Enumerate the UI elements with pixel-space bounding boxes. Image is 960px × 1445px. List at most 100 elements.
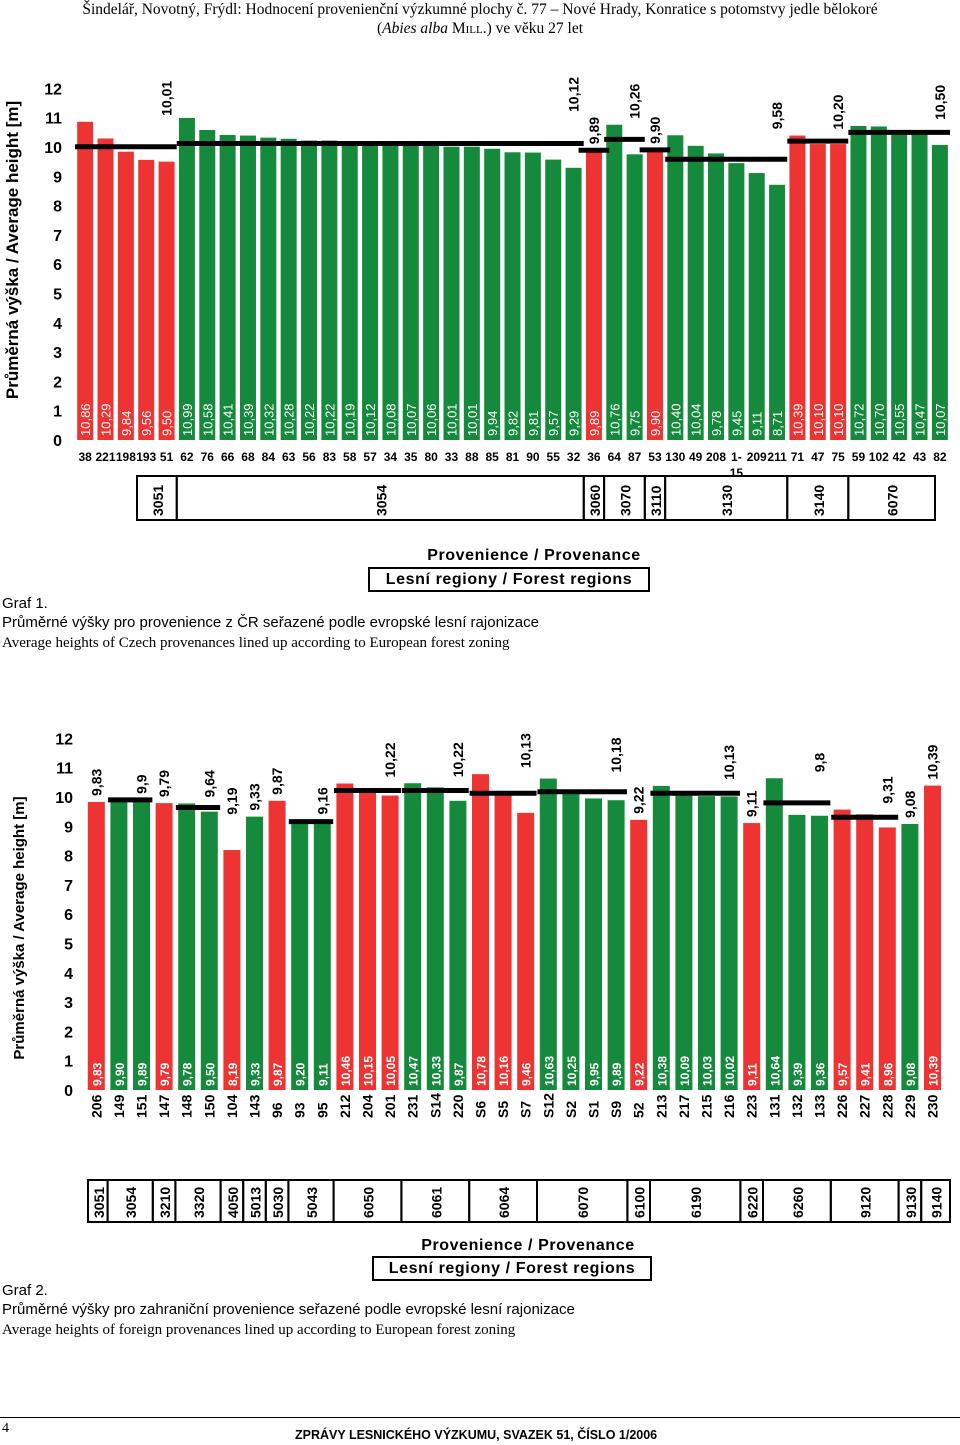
graf2-regions-box: Lesní regiony / Forest regions <box>372 1256 652 1281</box>
bar <box>155 803 173 1090</box>
region-mean-label: 9,83 <box>88 769 104 796</box>
bar <box>789 135 806 440</box>
bar <box>652 785 670 1090</box>
bar <box>708 153 725 441</box>
bar-value-label: 10,10 <box>831 403 846 436</box>
bar-value-label: 10,07 <box>933 403 948 436</box>
bar <box>524 152 541 440</box>
x-category-label: S6 <box>473 1101 489 1118</box>
region-name-label: 6100 <box>632 1187 648 1218</box>
bar-value-label: 9,83 <box>90 1062 104 1086</box>
bar-value-label: 9,78 <box>181 1062 195 1086</box>
bar <box>494 792 512 1090</box>
region-name-label: 9120 <box>858 1187 874 1218</box>
bar-value-label: 9,20 <box>294 1062 308 1086</box>
journal-name: ZPRÁVY LESNICKÉHO VÝZKUMU, SVAZEK 51, ČÍ… <box>295 1428 658 1442</box>
x-category-label: 85 <box>485 450 499 464</box>
region-name-label: 9130 <box>903 1187 919 1218</box>
bar <box>449 800 467 1090</box>
graf1-provenance-title: Provenience / Provenance <box>427 547 641 564</box>
page-header: Šindelář, Novotný, Frýdl: Hodnocení prov… <box>0 0 960 38</box>
bar-value-label: 9,89 <box>587 411 602 436</box>
bar-value-label: 9,87 <box>452 1062 466 1086</box>
bar-value-label: 9,50 <box>160 411 175 436</box>
x-category-label: 193 <box>136 450 156 464</box>
y-tick-label: 10 <box>55 790 73 807</box>
bar-value-label: 10,07 <box>404 403 419 436</box>
x-category-label: 66 <box>221 450 235 464</box>
x-category-label: 87 <box>628 450 642 464</box>
x-category-label: 208 <box>706 450 726 464</box>
region-mean-label: 9,33 <box>247 783 263 810</box>
bar-value-label: 10,28 <box>282 403 297 436</box>
bar-value-label: 10,22 <box>302 403 317 436</box>
x-category-label: 34 <box>384 450 398 464</box>
x-category-label: 53 <box>648 450 662 464</box>
y-tick-label: 2 <box>53 374 62 391</box>
region-name-label: 3051 <box>150 485 166 516</box>
bar <box>117 151 134 441</box>
x-category-label: 143 <box>247 1094 263 1118</box>
x-category-label: 59 <box>852 450 866 464</box>
chart-czech-provenances: Průměrná výška / Average height [m]01234… <box>3 77 951 521</box>
bar-value-label: 10,39 <box>241 403 256 436</box>
bar-value-label: 9,75 <box>628 411 643 436</box>
bar <box>87 801 105 1090</box>
region-mean-label: 10,26 <box>627 83 643 118</box>
x-category-label: 57 <box>363 450 377 464</box>
bar <box>830 144 847 440</box>
region-mean-label: 10,39 <box>925 744 941 779</box>
bar-value-label: 10,10 <box>811 403 826 436</box>
x-category-label: 228 <box>879 1094 895 1118</box>
region-mean-label: 10,18 <box>608 737 624 772</box>
bar-value-label: 9,90 <box>648 411 663 436</box>
bar <box>891 130 908 440</box>
region-mean-label: 9,19 <box>224 787 240 814</box>
bar <box>607 800 625 1090</box>
graf1-caption-en: Average heights of Czech provenances lin… <box>2 635 510 651</box>
x-category-label: 76 <box>201 450 215 464</box>
x-category-label: 220 <box>450 1094 466 1118</box>
bar-value-label: 9,57 <box>836 1062 850 1086</box>
region-mean-label: 9,64 <box>201 770 217 797</box>
region-name-label: 6070 <box>575 1187 591 1218</box>
bar-value-label: 10,25 <box>565 1056 579 1086</box>
region-name-label: 5043 <box>304 1187 320 1218</box>
x-category-label: 75 <box>831 450 845 464</box>
bar <box>565 167 582 441</box>
bar-value-label: 10,46 <box>339 1056 353 1086</box>
bar <box>911 133 928 440</box>
bar-value-label: 10,99 <box>180 403 195 436</box>
bar <box>545 159 562 440</box>
bar <box>743 823 761 1090</box>
region-name-label: 3070 <box>617 485 633 516</box>
region-name-label: 3051 <box>91 1187 107 1218</box>
bar <box>200 811 218 1090</box>
y-tick-label: 1 <box>64 1054 73 1071</box>
region-box-group: 3051 3054 3060 3070 3110 3130 3140 6070 <box>136 475 936 521</box>
bar-value-label: 10,01 <box>444 403 459 436</box>
region-mean-label: 9,79 <box>156 770 172 797</box>
bar-value-label: 9,41 <box>859 1062 873 1086</box>
x-category-label: 88 <box>465 450 479 464</box>
x-category-label: 56 <box>302 450 316 464</box>
y-tick-label: 9 <box>53 169 62 186</box>
region-mean-label: 9,90 <box>647 116 663 143</box>
region-mean-label: 9,89 <box>586 117 602 144</box>
region-box <box>920 1179 952 1223</box>
bar <box>931 144 948 440</box>
bar <box>158 161 175 440</box>
x-category-label: 62 <box>180 450 194 464</box>
bar <box>178 117 195 441</box>
bar <box>769 184 786 440</box>
bar <box>765 778 783 1090</box>
y-axis-label: Průměrná výška / Average height [m] <box>3 101 22 399</box>
bar <box>443 146 460 440</box>
bar <box>359 792 376 1090</box>
bar-value-label: 10,03 <box>701 1056 715 1086</box>
bar-value-label: 8,96 <box>881 1062 895 1086</box>
bar-value-label: 9,22 <box>633 1062 647 1086</box>
x-category-label: 80 <box>424 450 438 464</box>
region-mean-label: 10,13 <box>518 733 534 768</box>
bar-value-label: 10,40 <box>668 403 683 436</box>
